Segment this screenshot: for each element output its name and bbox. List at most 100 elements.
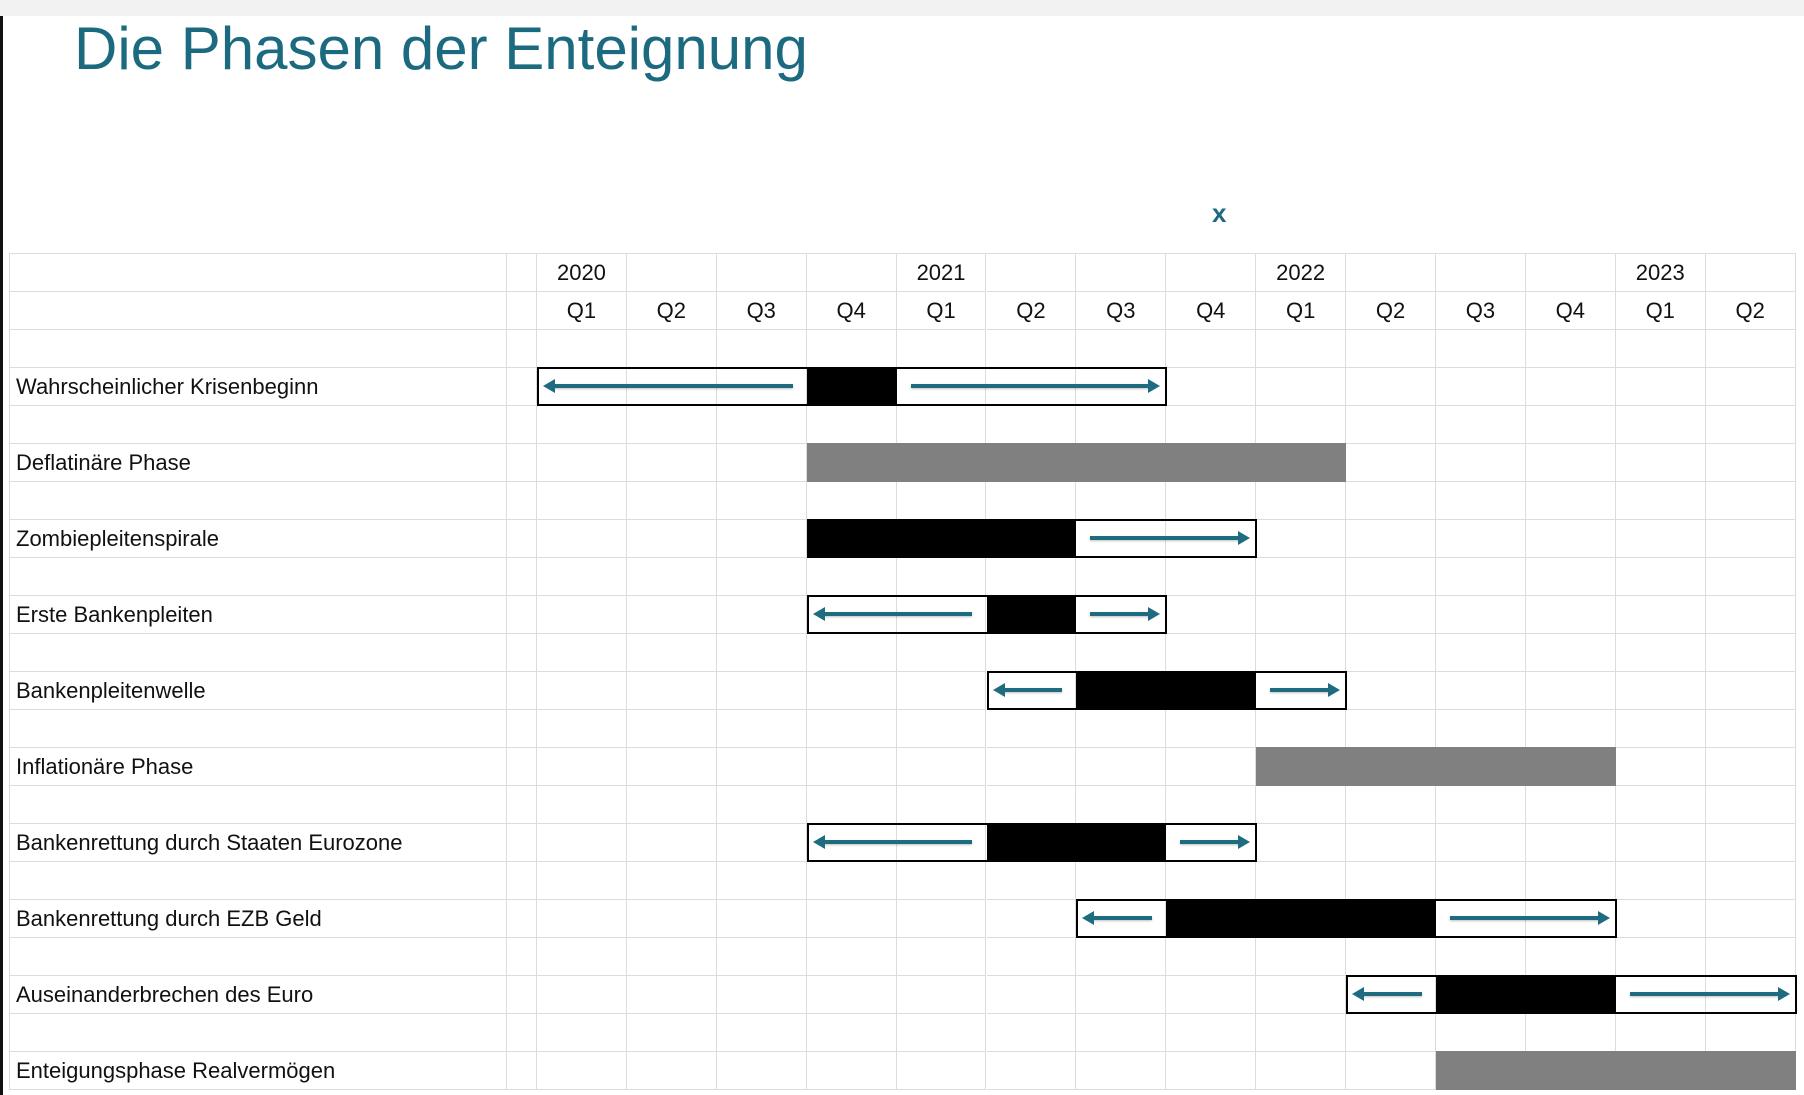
grid-cell [1525, 406, 1616, 444]
grid-cell [1615, 748, 1706, 786]
grid-cell [1615, 330, 1706, 368]
grid-cell [1615, 900, 1706, 938]
grid-cell [1256, 406, 1347, 444]
grid-cell [537, 1052, 627, 1090]
grid-cell [1615, 1014, 1706, 1052]
grid-cell [507, 292, 537, 330]
phase-bar-core [1076, 671, 1257, 710]
grid-cell [507, 254, 537, 292]
grid-cell [1166, 330, 1257, 368]
grid-cell [716, 634, 807, 672]
grid-cell [626, 976, 717, 1014]
grid-cell [1166, 1014, 1257, 1052]
grid-cell [1615, 634, 1706, 672]
grid-cell [806, 1052, 897, 1090]
grid-cell [507, 330, 537, 368]
grid-cell [1256, 1014, 1347, 1052]
grid-cell [1166, 710, 1257, 748]
grid-cell [507, 520, 537, 558]
grid-cell [507, 710, 537, 748]
grid-cell [716, 786, 807, 824]
grid-cell [896, 672, 987, 710]
grid-cell [896, 786, 987, 824]
phase-range-box [806, 823, 1258, 862]
grid-cell [626, 786, 717, 824]
grid-cell [806, 748, 897, 786]
arrowhead [1082, 911, 1095, 925]
grid-cell [537, 824, 627, 862]
grid-cell [507, 558, 537, 596]
task-label: Wahrscheinlicher Krisenbeginn [10, 368, 507, 406]
grid-cell [507, 748, 537, 786]
quarter-label: Q1 [537, 292, 627, 330]
grid-cell [1076, 406, 1167, 444]
grid-cell [1076, 748, 1167, 786]
grid-cell [10, 482, 507, 520]
grid-cell [1346, 1052, 1436, 1090]
grid-cell [537, 558, 627, 596]
grid-cell [896, 634, 987, 672]
grid-cell [1076, 634, 1167, 672]
quarter-label: Q2 [1346, 292, 1436, 330]
grid-cell [537, 748, 627, 786]
grid-cell [1076, 330, 1167, 368]
grid-cell [1705, 520, 1796, 558]
grid-cell [537, 976, 627, 1014]
grid-cell [1076, 254, 1167, 292]
grid-cell [716, 330, 807, 368]
grid-cell [626, 824, 717, 862]
phase-range-box [806, 519, 1258, 558]
quarter-label: Q2 [626, 292, 717, 330]
grid-cell [716, 824, 807, 862]
grid-cell [1076, 1052, 1167, 1090]
grid-cell [896, 976, 987, 1014]
grid-cell [716, 596, 807, 634]
grid-cell [896, 748, 987, 786]
year-label: 2021 [896, 254, 987, 292]
task-label: Deflatinäre Phase [10, 444, 507, 482]
grid-cell [1346, 786, 1436, 824]
grid-cell [896, 862, 987, 900]
grid-cell [1166, 1052, 1257, 1090]
phase-range-box [1076, 899, 1617, 938]
grid-cell [10, 330, 507, 368]
grid-cell [1705, 862, 1796, 900]
grid-cell [716, 900, 807, 938]
grid-cell [1705, 824, 1796, 862]
grid-cell [986, 710, 1077, 748]
grid-cell [1346, 482, 1436, 520]
grid-cell [507, 672, 537, 710]
grid-cell [716, 444, 807, 482]
grid-cell [1436, 330, 1526, 368]
year-label: 2020 [537, 254, 627, 292]
grid-cell [986, 634, 1077, 672]
grid-cell [1166, 482, 1257, 520]
grid-cell [626, 634, 717, 672]
grid-cell [1346, 406, 1436, 444]
grid-cell [1166, 368, 1257, 406]
grid-cell [1256, 710, 1347, 748]
grid-cell [986, 1052, 1077, 1090]
grid-cell [1346, 368, 1436, 406]
grid-cell [507, 444, 537, 482]
grid-cell [986, 900, 1077, 938]
grid-cell [1346, 330, 1436, 368]
grid-cell [1436, 938, 1526, 976]
arrowhead [1148, 379, 1161, 393]
grid-cell [986, 748, 1077, 786]
grid-cell [806, 482, 897, 520]
grid-cell [1346, 444, 1436, 482]
phase-bar-core [986, 823, 1167, 862]
phase-range-box [1346, 975, 1797, 1014]
grid-cell [986, 938, 1077, 976]
grid-cell [1705, 558, 1796, 596]
phase-range-box [986, 671, 1348, 710]
grid-cell [896, 482, 987, 520]
year-label: 2023 [1615, 254, 1706, 292]
grid-cell [1705, 672, 1796, 710]
grid-cell [806, 1014, 897, 1052]
grid-cell [1256, 596, 1347, 634]
phase-bar-gray [1256, 747, 1616, 786]
grid-cell [1525, 786, 1616, 824]
arrow-right-icon [1090, 607, 1161, 621]
